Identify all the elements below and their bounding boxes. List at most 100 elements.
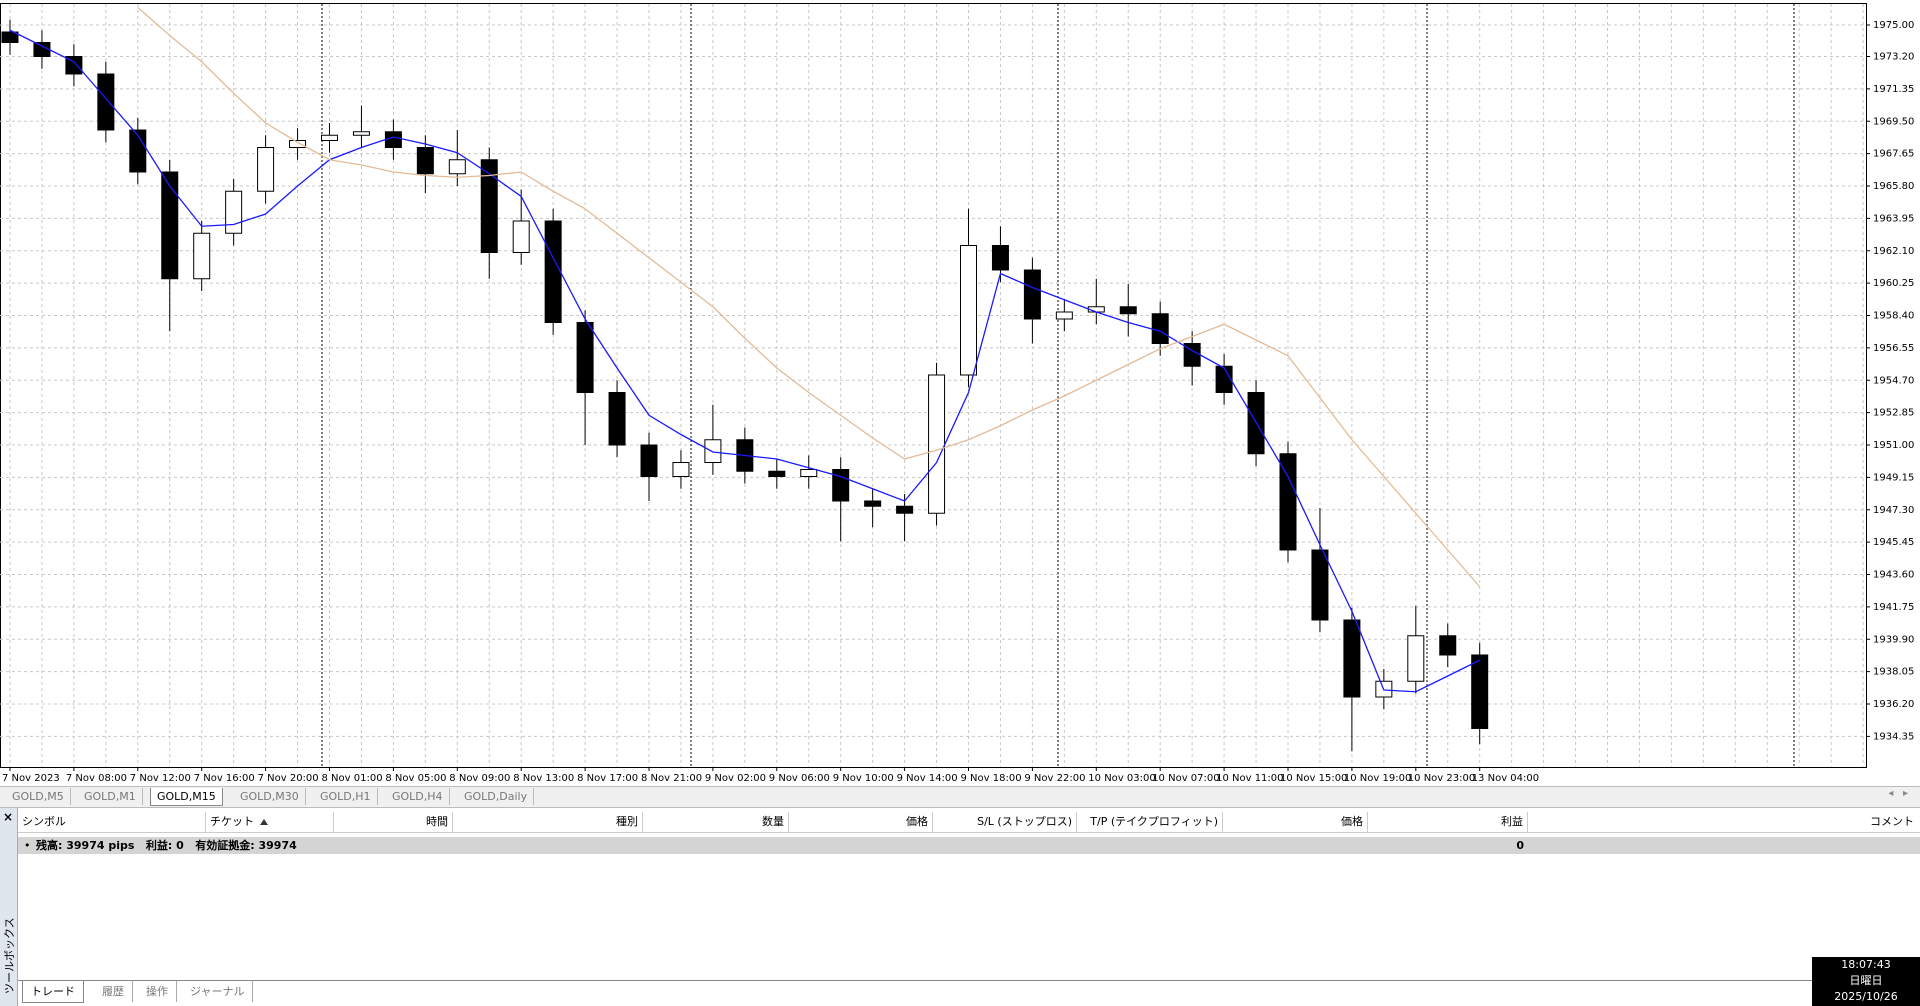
toolbox-side: × ツールボックス bbox=[0, 808, 18, 1006]
column-header[interactable]: シンボル bbox=[18, 812, 206, 832]
candle-body bbox=[991, 245, 1009, 271]
chart-tab[interactable]: GOLD,M15 bbox=[150, 788, 223, 806]
x-tick-label: 10 Nov 11:00 bbox=[1216, 773, 1283, 784]
x-tick-label: 9 Nov 02:00 bbox=[705, 773, 766, 784]
candle-body bbox=[672, 462, 690, 477]
x-tick-label: 8 Nov 01:00 bbox=[322, 773, 383, 784]
column-header[interactable]: 時間 bbox=[334, 812, 453, 832]
clock-time: 18:07:43 bbox=[1841, 958, 1891, 971]
column-header[interactable]: 数量 bbox=[643, 812, 789, 832]
x-tick-label: 10 Nov 19:00 bbox=[1344, 773, 1411, 784]
column-label: チケット bbox=[210, 815, 254, 828]
clock-date: 2025/10/26 bbox=[1834, 990, 1898, 1003]
candle-body bbox=[544, 220, 562, 323]
y-tick-label: 1951.00 bbox=[1873, 440, 1914, 451]
y-tick-label: 1973.20 bbox=[1873, 52, 1914, 63]
candle-body bbox=[1215, 365, 1233, 393]
toolbox-tab[interactable]: 履歴 bbox=[94, 981, 133, 1002]
y-tick-label: 1963.95 bbox=[1873, 213, 1914, 224]
x-tick-label: 7 Nov 08:00 bbox=[66, 773, 127, 784]
x-tick-label: 10 Nov 07:00 bbox=[1152, 773, 1219, 784]
x-tick-label: 7 Nov 20:00 bbox=[258, 773, 319, 784]
x-tick-label: 9 Nov 06:00 bbox=[769, 773, 830, 784]
y-tick-label: 1945.45 bbox=[1873, 537, 1914, 548]
balance-row: • 残高: 39974 pips 利益: 0 有効証拠金: 39974 0 bbox=[18, 837, 1920, 854]
y-tick-label: 1952.85 bbox=[1873, 408, 1914, 419]
candle-body bbox=[448, 159, 466, 175]
candle-body bbox=[768, 470, 786, 477]
column-header[interactable]: T/P (テイクプロフィット) bbox=[1077, 812, 1223, 832]
toolbox-tab[interactable]: トレード bbox=[22, 981, 84, 1003]
tab-scroll[interactable]: ◂ ▸ bbox=[1888, 788, 1908, 799]
y-tick-label: 1969.50 bbox=[1873, 116, 1914, 127]
chart-tab[interactable]: GOLD,M5 bbox=[6, 788, 71, 805]
toolbox-tab[interactable]: ジャーナル bbox=[182, 981, 254, 1002]
y-tick-label: 1943.60 bbox=[1873, 570, 1914, 581]
column-header[interactable]: 種別 bbox=[453, 812, 643, 832]
candle-body bbox=[193, 232, 211, 280]
column-header[interactable]: コメント bbox=[1870, 815, 1914, 828]
candle-body bbox=[1439, 635, 1457, 656]
candle-body bbox=[480, 159, 498, 253]
balance-profit: 0 bbox=[1516, 839, 1524, 852]
toolbox-tabs: トレード 履歴 操作 ジャーナル bbox=[18, 980, 1920, 1005]
candle-body bbox=[608, 392, 626, 446]
candle-body bbox=[704, 439, 722, 463]
x-tick-label: 7 Nov 12:00 bbox=[130, 773, 191, 784]
moving-average bbox=[137, 7, 1481, 588]
candle-body bbox=[1471, 654, 1489, 729]
x-tick-label: 7 Nov 16:00 bbox=[194, 773, 255, 784]
candle-body bbox=[33, 42, 51, 57]
candle-body bbox=[1343, 619, 1361, 698]
moving-average bbox=[9, 29, 1480, 693]
x-tick-label: 7 Nov 2023 bbox=[2, 773, 60, 784]
chart-tab[interactable]: GOLD,H1 bbox=[314, 788, 378, 805]
toolbox: × ツールボックス シンボル チケット 時間 種別 数量 価格 S/L (ストッ… bbox=[0, 808, 1920, 1006]
candle-body bbox=[1055, 311, 1073, 320]
x-tick-label: 13 Nov 04:00 bbox=[1472, 773, 1539, 784]
y-tick-label: 1947.30 bbox=[1873, 505, 1914, 516]
y-tick-label: 1958.40 bbox=[1873, 311, 1914, 322]
candle-body bbox=[321, 134, 338, 141]
sort-arrow bbox=[260, 819, 268, 825]
x-tick-label: 10 Nov 15:00 bbox=[1280, 773, 1347, 784]
candle-body bbox=[1279, 453, 1297, 551]
candle-body bbox=[416, 147, 434, 175]
y-tick-label: 1934.35 bbox=[1873, 731, 1914, 742]
chart-tab[interactable]: GOLD,M30 bbox=[234, 788, 306, 805]
x-tick-label: 10 Nov 23:00 bbox=[1408, 773, 1475, 784]
column-header[interactable]: S/L (ストップロス) bbox=[933, 812, 1077, 832]
column-header[interactable]: 利益 bbox=[1368, 812, 1528, 832]
chart-tab[interactable]: GOLD,M1 bbox=[78, 788, 143, 805]
table-header: シンボル チケット 時間 種別 数量 価格 S/L (ストップロス) T/P (… bbox=[18, 812, 1920, 833]
x-tick-label: 8 Nov 21:00 bbox=[641, 773, 702, 784]
candle-body bbox=[289, 140, 307, 148]
candle-body bbox=[800, 469, 818, 477]
x-tick-label: 9 Nov 14:00 bbox=[897, 773, 958, 784]
clock-day: 日曜日 bbox=[1849, 974, 1883, 987]
candle-body bbox=[1151, 313, 1169, 344]
toolbox-tab[interactable]: 操作 bbox=[138, 981, 177, 1002]
x-tick-label: 8 Nov 13:00 bbox=[513, 773, 574, 784]
close-button[interactable]: × bbox=[3, 810, 14, 824]
chart-tab[interactable]: GOLD,Daily bbox=[458, 788, 535, 805]
candle-body bbox=[1, 31, 19, 43]
y-tick-label: 1939.90 bbox=[1873, 634, 1914, 645]
candle-body bbox=[97, 73, 115, 131]
y-tick-label: 1954.70 bbox=[1873, 375, 1914, 386]
x-tick-label: 9 Nov 10:00 bbox=[833, 773, 894, 784]
clock: 18:07:43 日曜日 2025/10/26 bbox=[1812, 957, 1920, 1006]
y-tick-label: 1971.35 bbox=[1873, 84, 1914, 95]
candle-body bbox=[928, 374, 946, 514]
x-tick-label: 8 Nov 17:00 bbox=[577, 773, 638, 784]
candle-body bbox=[257, 147, 275, 192]
candle-body bbox=[1407, 635, 1425, 682]
column-header[interactable]: 価格 bbox=[789, 812, 933, 832]
chart-tabs: GOLD,M5 GOLD,M1 GOLD,M15 GOLD,M30 GOLD,H… bbox=[0, 786, 1920, 808]
column-header[interactable]: 価格 bbox=[1223, 812, 1368, 832]
chart-tab[interactable]: GOLD,H4 bbox=[386, 788, 450, 805]
candle-body bbox=[576, 322, 594, 393]
column-header[interactable]: チケット bbox=[206, 812, 334, 832]
candle-body bbox=[384, 131, 402, 148]
